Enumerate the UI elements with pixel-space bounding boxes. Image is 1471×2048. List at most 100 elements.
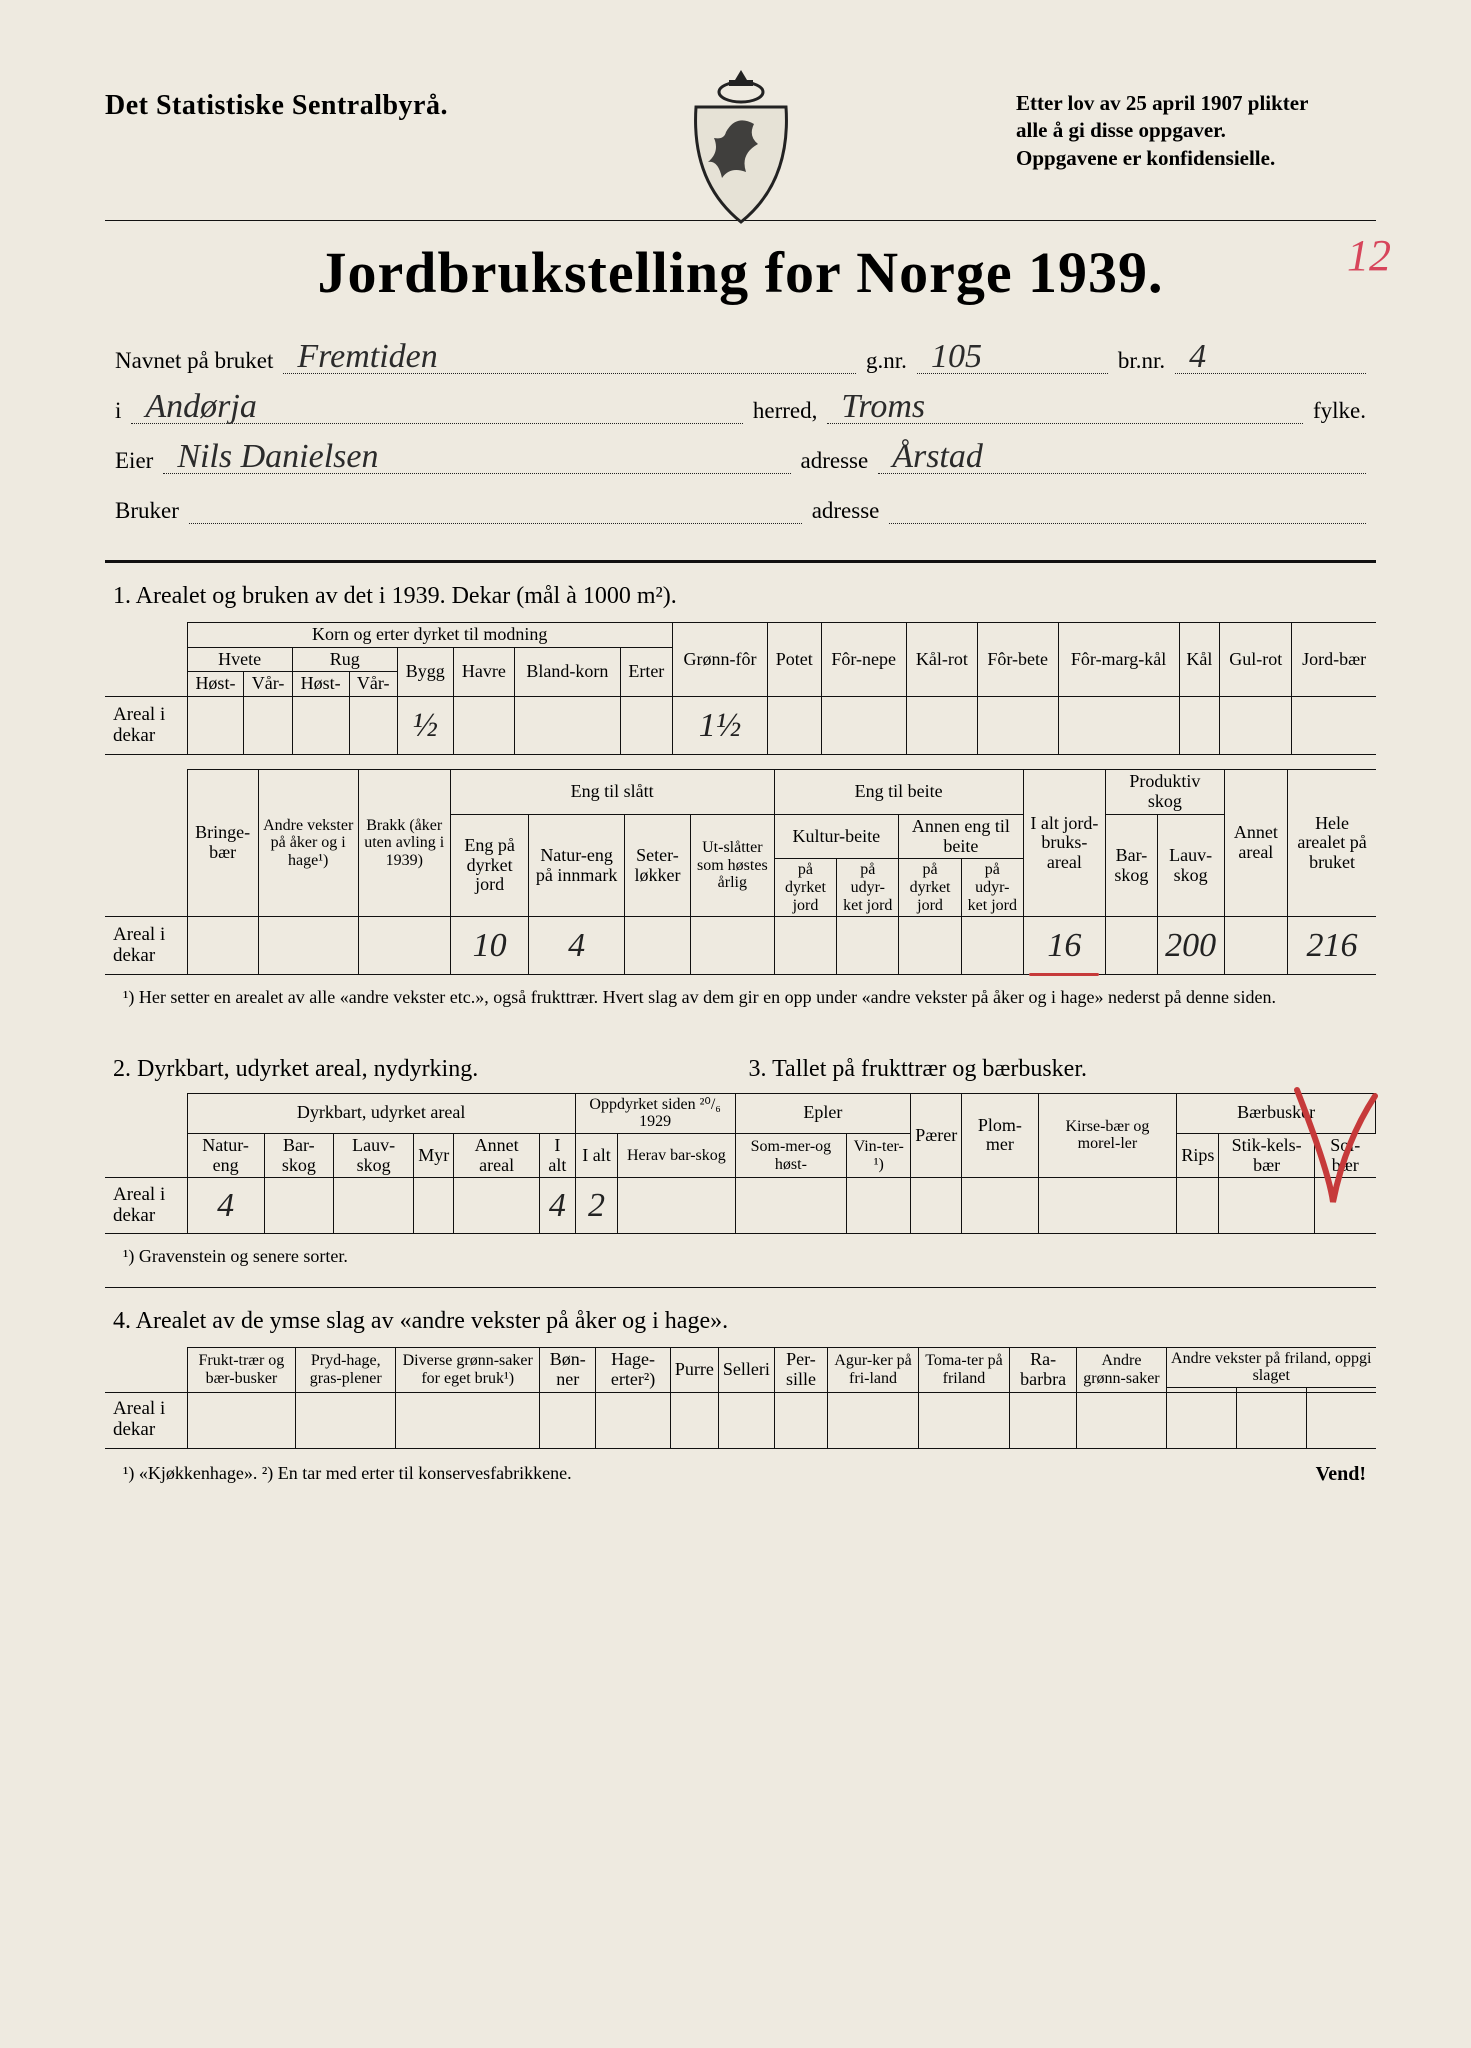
section4-footnote: ¹) «Kjøkkenhage». ²) En tar med erter ti… bbox=[123, 1461, 572, 1485]
legal-text: Etter lov av 25 april 1907 plikter alle … bbox=[1016, 90, 1376, 172]
th-formargkal: Fôr-marg-kål bbox=[1058, 622, 1179, 696]
th-barskog: Bar-skog bbox=[1106, 814, 1157, 916]
label-herred: herred, bbox=[753, 398, 818, 424]
th-engslatt: Eng til slått bbox=[450, 770, 774, 815]
th4-hageerter: Hage-erter²) bbox=[596, 1347, 671, 1392]
section1-footnote: ¹) Her setter en arealet av alle «andre … bbox=[123, 985, 1376, 1009]
value-eier-adresse: Årstad bbox=[892, 438, 983, 476]
th-epler: Epler bbox=[735, 1093, 911, 1133]
th-korn: Korn og erter dyrket til modning bbox=[187, 622, 672, 647]
value-gnr: 105 bbox=[931, 338, 982, 376]
value-brnr: 4 bbox=[1189, 338, 1206, 376]
th4-andre-gronn: Andre grønn-saker bbox=[1077, 1347, 1166, 1392]
th-brakk: Brakk (åker uten avling i 1939) bbox=[358, 770, 450, 917]
th-forbete: Fôr-bete bbox=[977, 622, 1058, 696]
th-hele: Hele arealet på bruket bbox=[1288, 770, 1376, 917]
th-kalrot: Kål-rot bbox=[906, 622, 977, 696]
th-kulturbeite: Kultur-beite bbox=[774, 814, 899, 859]
th-fornepe: Fôr-nepe bbox=[821, 622, 906, 696]
val2-ialt: 4 bbox=[540, 1178, 576, 1234]
label-gnr: g.nr. bbox=[866, 348, 907, 374]
section-2-3-table: Dyrkbart, udyrket areal Oppdyrket siden … bbox=[105, 1093, 1376, 1235]
value-fylke: Troms bbox=[841, 388, 925, 426]
th4-selleri: Selleri bbox=[718, 1347, 774, 1392]
th4-tomater: Toma-ter på friland bbox=[919, 1347, 1010, 1392]
th-hvete-var: Vår- bbox=[244, 672, 292, 697]
th4-pryd: Pryd-hage, gras-plener bbox=[296, 1347, 396, 1392]
th4-agurker: Agur-ker på fri-land bbox=[828, 1347, 919, 1392]
section1-head: 1. Arealet og bruken av det i 1939. Deka… bbox=[113, 583, 1376, 610]
label-i: i bbox=[115, 398, 121, 424]
th-blandkorn: Bland-korn bbox=[515, 647, 621, 697]
census-form-page: Det Statistiske Sentralbyrå. Etter lov a… bbox=[0, 0, 1471, 2048]
val-natureng: 4 bbox=[529, 917, 624, 975]
section2-footnote: ¹) Gravenstein og senere sorter. bbox=[123, 1244, 1376, 1268]
value-navn: Fremtiden bbox=[297, 338, 437, 376]
val2-oppialt: 2 bbox=[575, 1178, 617, 1234]
val-ialt: 16 bbox=[1023, 917, 1106, 975]
val-lauvskog: 200 bbox=[1157, 917, 1224, 975]
th-lauvskog: Lauv-skog bbox=[1157, 814, 1224, 916]
section4-head: 4. Arealet av de ymse slag av «andre vek… bbox=[113, 1308, 1376, 1335]
th2-ialt: I alt bbox=[540, 1133, 576, 1178]
identity-block: Navnet på bruket Fremtiden g.nr. 105 br.… bbox=[105, 346, 1376, 538]
th-kal: Kål bbox=[1179, 622, 1220, 696]
th4-andre-friland: Andre vekster på friland, oppgi slaget bbox=[1166, 1347, 1376, 1387]
th-oppdyrket: Oppdyrket siden ²⁰/₆ 1929 bbox=[575, 1093, 735, 1133]
th-kb-dyrket: på dyrket jord bbox=[774, 859, 837, 917]
th-prodskog: Produktiv skog bbox=[1106, 770, 1224, 815]
th-rug-var: Vår- bbox=[349, 672, 397, 697]
th-eng-dyrket: Eng på dyrket jord bbox=[450, 814, 529, 916]
section3-head: 3. Tallet på frukttrær og bærbusker. bbox=[749, 1056, 1377, 1083]
th-erter: Erter bbox=[620, 647, 672, 697]
th-paerer: Pærer bbox=[911, 1093, 962, 1178]
label-fylke: fylke. bbox=[1313, 398, 1366, 424]
th-havre: Havre bbox=[453, 647, 515, 697]
th-plommer: Plom-mer bbox=[962, 1093, 1038, 1178]
th-rug: Rug bbox=[292, 647, 397, 672]
law-line-2: alle å gi disse oppgaver. bbox=[1016, 117, 1376, 144]
th-ae-dyrket: på dyrket jord bbox=[899, 859, 962, 917]
rule-before-4 bbox=[105, 1287, 1376, 1288]
th4-rabarbra: Ra-barbra bbox=[1009, 1347, 1076, 1392]
th-dyrkbart-group: Dyrkbart, udyrket areal bbox=[187, 1093, 575, 1133]
label-brnr: br.nr. bbox=[1118, 348, 1165, 374]
th2-lauvskog: Lauv-skog bbox=[334, 1133, 414, 1178]
label-adresse-eier: adresse bbox=[801, 448, 869, 474]
rowlabel-4: Areal i dekar bbox=[105, 1392, 187, 1448]
th-gronnfor: Grønn-fôr bbox=[672, 622, 767, 696]
val-gronnfor: 1½ bbox=[672, 697, 767, 755]
rule-after-ident bbox=[105, 560, 1376, 563]
th4-frukt: Frukt-trær og bær-busker bbox=[187, 1347, 296, 1392]
th2-natureng: Natur-eng bbox=[187, 1133, 264, 1178]
th-potet: Potet bbox=[768, 622, 821, 696]
th4-persille: Per-sille bbox=[774, 1347, 827, 1392]
th-kirsebaer: Kirse-bær og morel-ler bbox=[1038, 1093, 1177, 1178]
th-bygg: Bygg bbox=[397, 647, 453, 697]
th4-purre: Purre bbox=[670, 1347, 718, 1392]
val-engdyrket: 10 bbox=[450, 917, 529, 975]
th2-annet: Annet areal bbox=[454, 1133, 540, 1178]
th2-barskog: Bar-skog bbox=[264, 1133, 333, 1178]
coat-of-arms-icon bbox=[666, 62, 816, 237]
th-natureng: Natur-eng på innmark bbox=[529, 814, 624, 916]
red-check-mark-icon bbox=[1289, 1082, 1379, 1212]
law-line-1: Etter lov av 25 april 1907 plikter bbox=[1016, 90, 1376, 117]
th3-sommer: Som-mer-og høst- bbox=[735, 1133, 847, 1178]
th-gulrot: Gul-rot bbox=[1220, 622, 1292, 696]
th-seter: Seter-løkker bbox=[624, 814, 690, 916]
rowlabel-1a: Areal i dekar bbox=[105, 697, 187, 755]
th-annen-eng: Annen eng til beite bbox=[899, 814, 1024, 859]
section1-table-a: Korn og erter dyrket til modning Grønn-f… bbox=[105, 622, 1376, 755]
value-eier: Nils Danielsen bbox=[177, 438, 378, 476]
th-hvete: Hvete bbox=[187, 647, 292, 672]
th-rug-host: Høst- bbox=[292, 672, 349, 697]
val-bygg: ½ bbox=[397, 697, 453, 755]
th2-opp-barskog: Herav bar-skog bbox=[618, 1133, 735, 1178]
val-hele: 216 bbox=[1288, 917, 1376, 975]
th4-bonner: Bøn-ner bbox=[540, 1347, 596, 1392]
department-name: Det Statistiske Sentralbyrå. bbox=[105, 90, 448, 122]
th-utslatter: Ut-slåtter som høstes årlig bbox=[691, 814, 774, 916]
section1-table-b: Bringe-bær Andre vekster på åker og i ha… bbox=[105, 769, 1376, 975]
th-andrevekster: Andre vekster på åker og i hage¹) bbox=[258, 770, 358, 917]
